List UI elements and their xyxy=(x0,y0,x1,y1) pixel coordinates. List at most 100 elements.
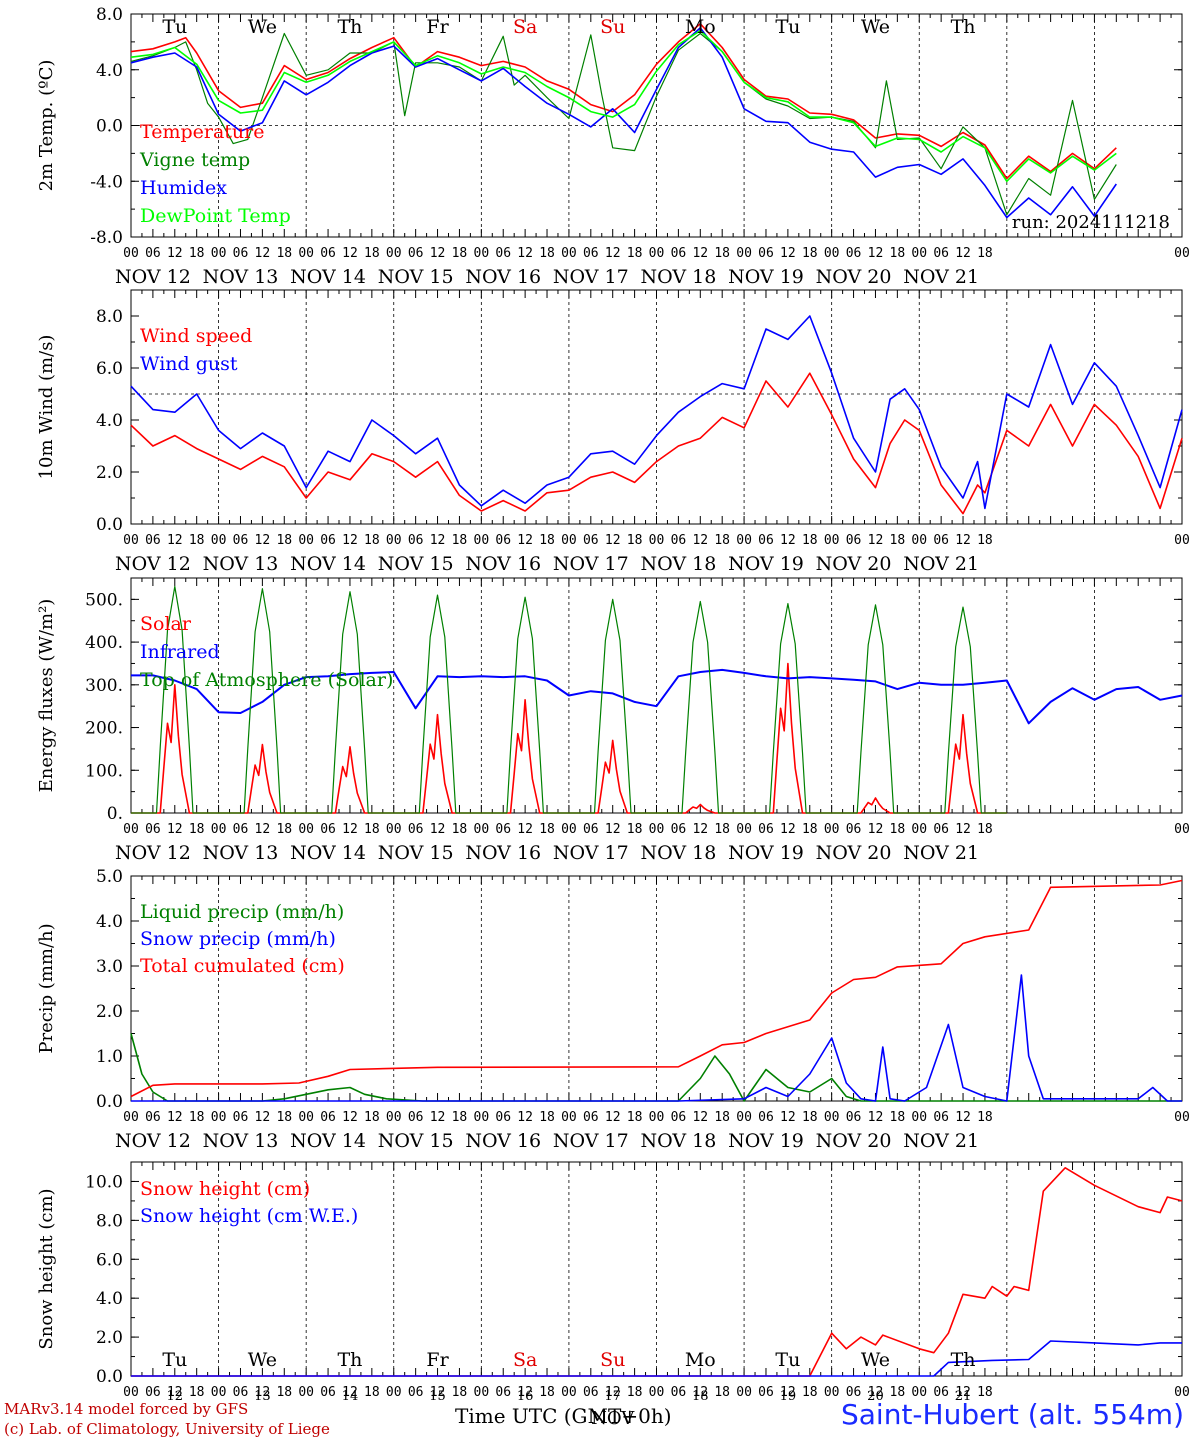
hour-tick-label: 06 xyxy=(495,246,511,261)
weekday-label: Fr xyxy=(426,1349,449,1371)
hour-tick-label: 18 xyxy=(890,822,906,837)
date-label: NOV 21 xyxy=(903,553,979,575)
hour-tick-label: 00 xyxy=(824,246,840,261)
legend-entry: Humidex xyxy=(140,177,227,199)
date-label: NOV 15 xyxy=(378,266,454,288)
hour-tick-label: 06 xyxy=(583,533,599,548)
date-label: NOV 16 xyxy=(465,1130,541,1152)
hour-tick-label: 00 xyxy=(123,822,139,837)
hour-tick-label: 00 xyxy=(561,246,577,261)
y-tick-label: 4.0 xyxy=(96,411,123,431)
y-tick-label: 100. xyxy=(85,761,123,781)
y-axis-label: 2m Temp. (ºC) xyxy=(36,60,57,192)
series-line xyxy=(131,1167,1183,1377)
date-label: NOV 16 xyxy=(465,266,541,288)
legend-entry: Infrared xyxy=(140,641,220,663)
date-label: NOV 20 xyxy=(816,266,892,288)
date-label: NOV 16 xyxy=(465,553,541,575)
hour-tick-label: 00 xyxy=(211,822,227,837)
series-line xyxy=(130,372,1183,515)
legend-entry: Wind gust xyxy=(140,353,238,375)
hour-tick-label: 12 xyxy=(430,822,446,837)
date-label: NOV 18 xyxy=(640,1130,716,1152)
y-axis-label: Snow height (cm) xyxy=(36,1188,57,1349)
hour-tick-label: 00 xyxy=(1174,246,1190,261)
weekday-label: Th xyxy=(951,1349,976,1371)
hour-tick-label: 12 xyxy=(605,1110,621,1125)
date-label: NOV 21 xyxy=(903,842,979,864)
hour-tick-label: 06 xyxy=(145,533,161,548)
y-tick-label: 1.0 xyxy=(96,1047,123,1067)
weekday-label: We xyxy=(861,16,890,38)
hour-tick-label: 00 xyxy=(649,533,665,548)
legend-entry: Temperature xyxy=(140,121,264,143)
hour-tick-label: 12 xyxy=(692,1385,708,1400)
series-line xyxy=(131,974,1182,1102)
hour-tick-label: 12 xyxy=(868,1110,884,1125)
hour-tick-label: 06 xyxy=(846,1110,862,1125)
series-line xyxy=(130,879,1183,1098)
weekday-label: Mo xyxy=(685,16,716,38)
hour-tick-label: 12 xyxy=(342,1110,358,1125)
hour-tick-label: 06 xyxy=(846,246,862,261)
weekday-label: Su xyxy=(600,1349,625,1371)
hour-tick-label: 06 xyxy=(233,1385,249,1400)
date-label: NOV 13 xyxy=(203,1130,279,1152)
hour-tick-label: 12 xyxy=(167,533,183,548)
hour-tick-label: 18 xyxy=(189,533,205,548)
hour-tick-label: 18 xyxy=(276,1385,292,1400)
hour-tick-label: 06 xyxy=(758,1385,774,1400)
hour-tick-label: 12 xyxy=(517,533,533,548)
hour-tick-label: 12 xyxy=(342,1385,358,1400)
weekday-label: Mo xyxy=(685,1349,716,1371)
hour-tick-label: 12 xyxy=(605,822,621,837)
hour-tick-label: 12 xyxy=(955,1110,971,1125)
date-label: NOV 18 xyxy=(640,553,716,575)
y-tick-label: 0.0 xyxy=(96,1367,123,1387)
hour-tick-label: 12 xyxy=(692,822,708,837)
hour-tick-label: 12 xyxy=(692,533,708,548)
hour-tick-label: 18 xyxy=(890,246,906,261)
hour-tick-label: 00 xyxy=(824,1110,840,1125)
hour-tick-label: 06 xyxy=(671,533,687,548)
hour-tick-label: 18 xyxy=(627,1385,643,1400)
hour-tick-label: 12 xyxy=(605,1385,621,1400)
hour-tick-label: 12 xyxy=(780,1385,796,1400)
hour-tick-label: 06 xyxy=(933,822,949,837)
hour-tick-label: 18 xyxy=(802,822,818,837)
date-label: NOV 13 xyxy=(203,842,279,864)
hour-tick-label: 06 xyxy=(933,1110,949,1125)
hour-tick-label: 18 xyxy=(977,246,993,261)
y-tick-label: 2.0 xyxy=(96,463,123,483)
hour-tick-label: 12 xyxy=(167,246,183,261)
hour-tick-label: 12 xyxy=(955,246,971,261)
hour-tick-label: 18 xyxy=(802,1110,818,1125)
hour-tick-label: 00 xyxy=(211,246,227,261)
y-tick-label: 4.0 xyxy=(96,61,123,81)
hour-tick-label: 18 xyxy=(802,533,818,548)
y-tick-label: 8.0 xyxy=(96,307,123,327)
credit-lab: (c) Lab. of Climatology, University of L… xyxy=(4,1420,330,1438)
date-label: NOV 15 xyxy=(378,553,454,575)
hour-tick-label: 00 xyxy=(911,246,927,261)
hour-tick-label: 12 xyxy=(517,1385,533,1400)
hour-tick-label: 18 xyxy=(539,1385,555,1400)
bottom-month-label: NOV xyxy=(591,1408,635,1429)
hour-tick-label: 00 xyxy=(123,246,139,261)
hour-tick-label: 18 xyxy=(452,1110,468,1125)
date-label: NOV 14 xyxy=(290,842,366,864)
hour-tick-label: 12 xyxy=(167,1110,183,1125)
legend-entry: Snow height (cm) xyxy=(140,1178,310,1200)
hour-tick-label: 00 xyxy=(824,1385,840,1400)
date-label: NOV 12 xyxy=(115,266,191,288)
hour-tick-label: 06 xyxy=(671,1385,687,1400)
series-line xyxy=(130,29,1117,183)
weekday-label: Tu xyxy=(162,16,187,38)
y-axis-label: Precip (mm/h) xyxy=(36,923,57,1053)
y-tick-label: 4.0 xyxy=(96,1289,123,1309)
hour-tick-label: 18 xyxy=(714,822,730,837)
hour-tick-label: 12 xyxy=(605,246,621,261)
hour-tick-label: 12 xyxy=(955,822,971,837)
date-label: NOV 21 xyxy=(903,1130,979,1152)
y-axis-label: 10m Wind (m/s) xyxy=(36,335,57,480)
